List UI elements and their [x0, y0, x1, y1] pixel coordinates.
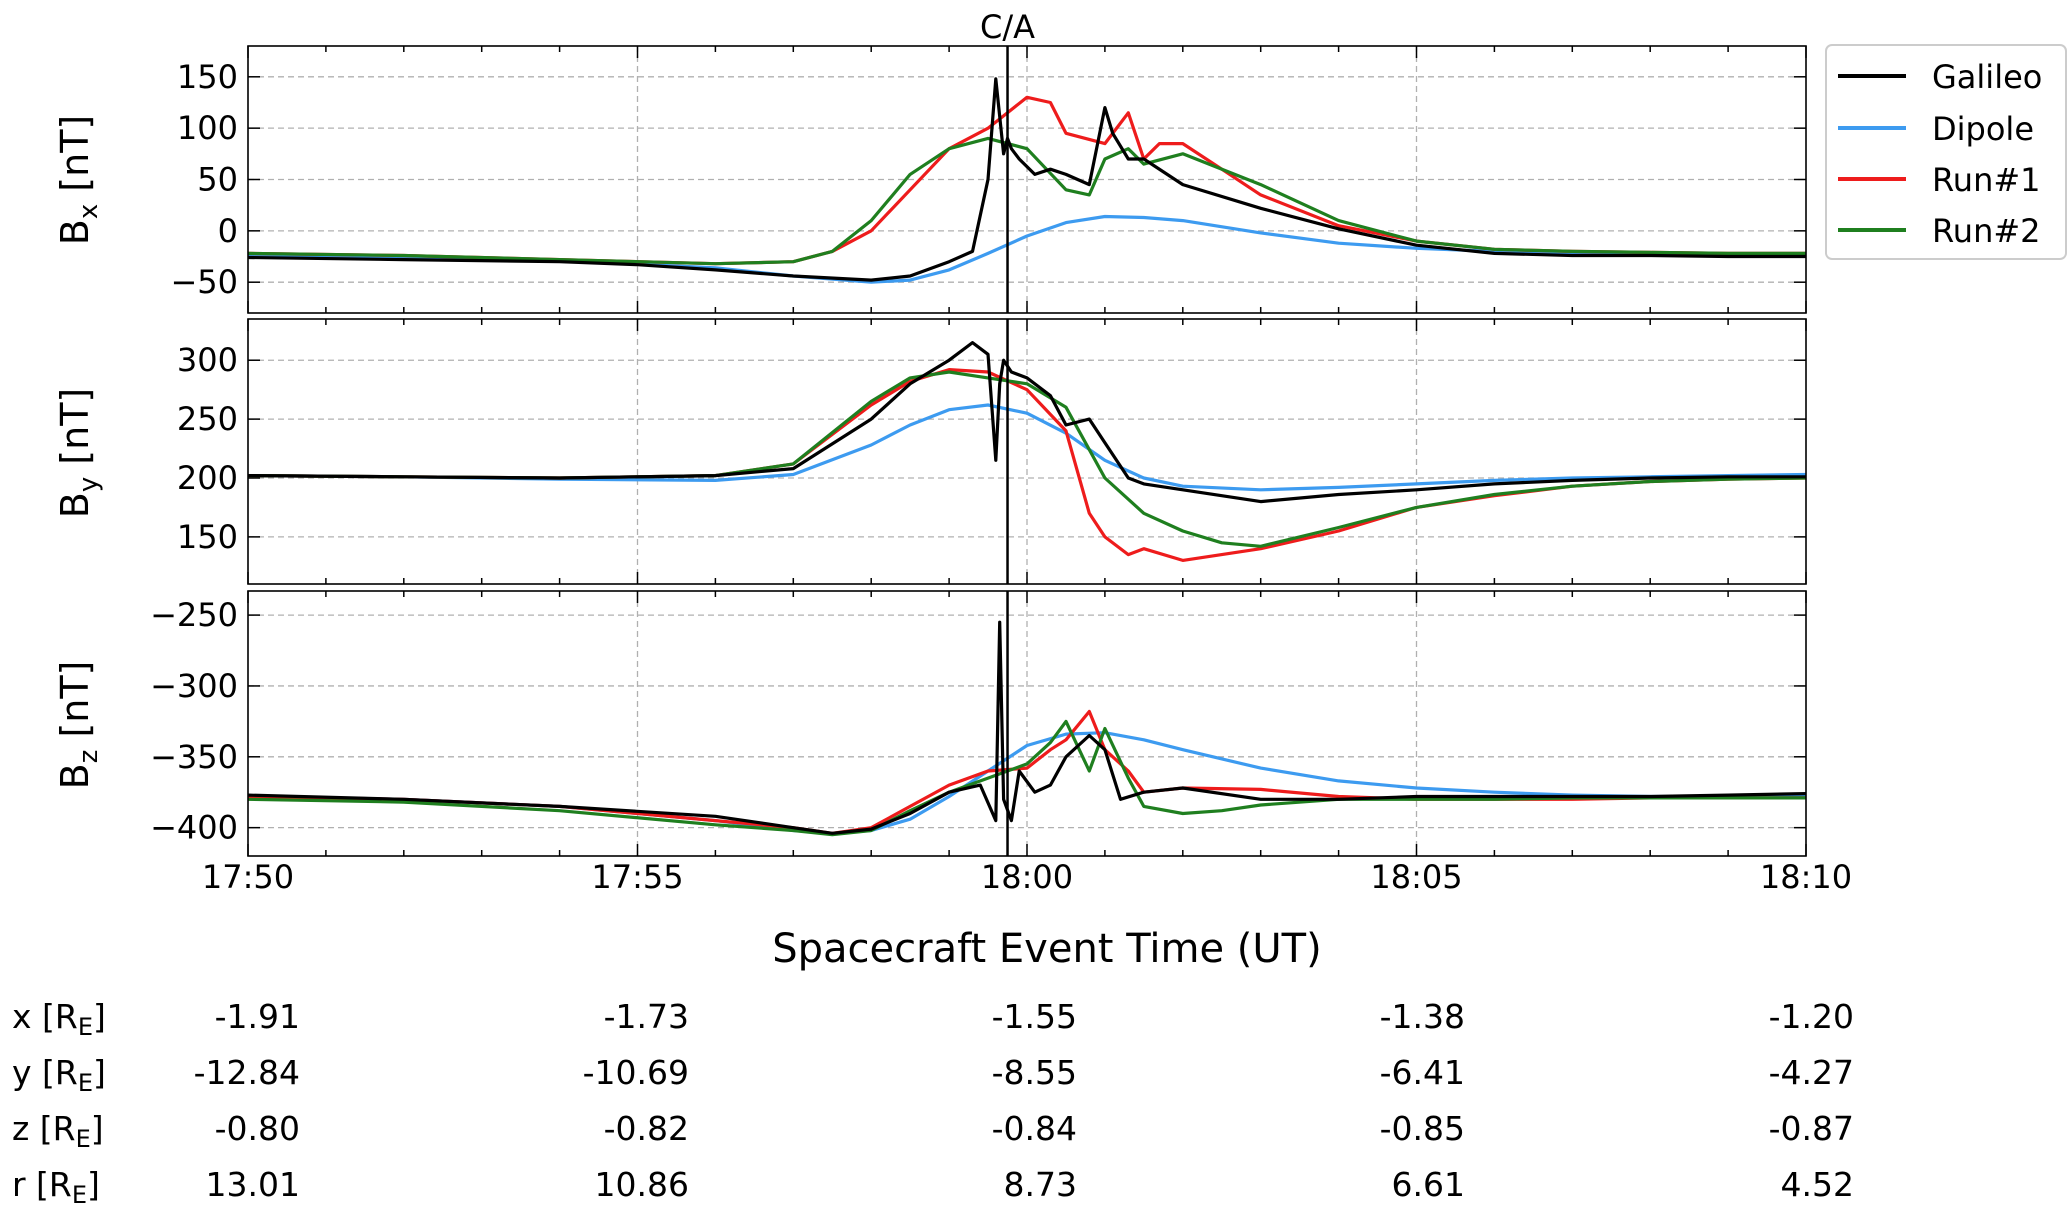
closest-approach-label: C/A — [980, 8, 1035, 46]
legend-label-dipole: Dipole — [1932, 110, 2034, 148]
legend-label-run1: Run#1 — [1932, 161, 2041, 199]
ephemeris-row-label: r [RE] — [12, 1165, 100, 1209]
ephemeris-value: -0.80 — [215, 1109, 300, 1148]
ephemeris-value: -1.73 — [604, 997, 689, 1036]
y-tick-label: 250 — [177, 400, 238, 438]
y-tick-label: −350 — [150, 738, 238, 776]
series-line-run2 — [248, 136, 1806, 266]
ephemeris-value: -1.55 — [992, 997, 1077, 1036]
series-line-galileo — [248, 620, 1806, 835]
series-line-run2 — [248, 719, 1806, 837]
x-tick-label: 18:00 — [981, 858, 1073, 896]
ephemeris-value: -1.91 — [215, 997, 300, 1036]
y-tick-label: 0 — [218, 212, 238, 250]
ephemeris-row-label: z [RE] — [12, 1109, 104, 1153]
x-tick-label: 17:55 — [591, 858, 683, 896]
y-axis-label-by: By [nT] — [53, 388, 104, 519]
y-tick-label: 150 — [177, 518, 238, 556]
series-line-dipole — [248, 403, 1806, 492]
panel-frame — [247, 45, 1807, 314]
ephemeris-row-label: y [RE] — [12, 1053, 106, 1097]
ephemeris-row-label: x [RE] — [12, 997, 106, 1041]
series-line-galileo — [248, 77, 1806, 282]
y-axis-label-bx: Bx [nT] — [53, 115, 104, 246]
panel-frame — [247, 590, 1807, 857]
x-tick-label: 18:10 — [1760, 858, 1852, 896]
ephemeris-value: -12.84 — [194, 1053, 300, 1092]
y-tick-label: 200 — [177, 459, 238, 497]
ephemeris-value: -1.20 — [1769, 997, 1854, 1036]
y-tick-label: 300 — [177, 341, 238, 379]
ephemeris-value: 6.61 — [1392, 1165, 1465, 1204]
panel-bz: −250 −300 −350 −400 — [150, 590, 1807, 857]
y-tick-label: −400 — [150, 809, 238, 847]
ephemeris-value: 10.86 — [595, 1165, 689, 1204]
ephemeris-row-r: r [RE] 13.01 10.86 8.73 6.61 4.52 — [12, 1165, 1854, 1209]
y-tick-label: −250 — [150, 596, 238, 634]
ephemeris-table: x [RE] -1.91 -1.73 -1.55 -1.38 -1.20 y [… — [12, 997, 1854, 1209]
ephemeris-value: -0.87 — [1769, 1109, 1854, 1148]
legend-label-galileo: Galileo — [1932, 58, 2042, 96]
ephemeris-value: -4.27 — [1769, 1053, 1854, 1092]
legend-box — [1825, 44, 2067, 260]
x-tick-labels: 17:50 17:55 18:00 18:05 18:10 — [202, 858, 1852, 896]
chart-panels: 150 100 50 0 −50 300 250 200 150 −250 −300 −350 −400 — [150, 45, 1807, 857]
ephemeris-value: -1.38 — [1380, 997, 1465, 1036]
y-tick-label: 100 — [177, 109, 238, 147]
y-axis-label-bz: Bz [nT] — [53, 661, 104, 790]
ephemeris-value: 8.73 — [1004, 1165, 1077, 1204]
ephemeris-row-z: z [RE] -0.80 -0.82 -0.84 -0.85 -0.87 — [12, 1109, 1854, 1153]
ephemeris-value: -6.41 — [1380, 1053, 1465, 1092]
ephemeris-value: -10.69 — [583, 1053, 689, 1092]
panel-by: 300 250 200 150 — [177, 318, 1807, 585]
y-tick-label: 150 — [177, 58, 238, 96]
legend-label-run2: Run#2 — [1932, 212, 2041, 250]
y-tick-label: −300 — [150, 667, 238, 705]
ephemeris-row-y: y [RE] -12.84 -10.69 -8.55 -6.41 -4.27 — [12, 1053, 1854, 1097]
ephemeris-value: -8.55 — [992, 1053, 1077, 1092]
ephemeris-value: -0.84 — [992, 1109, 1077, 1148]
series-line-run2 — [248, 370, 1806, 548]
ephemeris-value: 4.52 — [1781, 1165, 1854, 1204]
series-line-galileo — [248, 341, 1806, 504]
x-tick-label: 18:05 — [1370, 858, 1462, 896]
y-tick-label: 50 — [197, 161, 238, 199]
panel-bx: 150 100 50 0 −50 — [170, 45, 1807, 314]
panel-frame — [247, 318, 1807, 585]
ephemeris-value: -0.82 — [604, 1109, 689, 1148]
ephemeris-value: -0.85 — [1380, 1109, 1465, 1148]
ephemeris-value: 13.01 — [206, 1165, 300, 1204]
y-tick-label: −50 — [170, 263, 238, 301]
legend: Galileo Dipole Run#1 Run#2 — [1825, 44, 2067, 260]
x-axis-label: Spacecraft Event Time (UT) — [772, 926, 1321, 972]
x-tick-label: 17:50 — [202, 858, 294, 896]
ephemeris-row-x: x [RE] -1.91 -1.73 -1.55 -1.38 -1.20 — [12, 997, 1854, 1041]
